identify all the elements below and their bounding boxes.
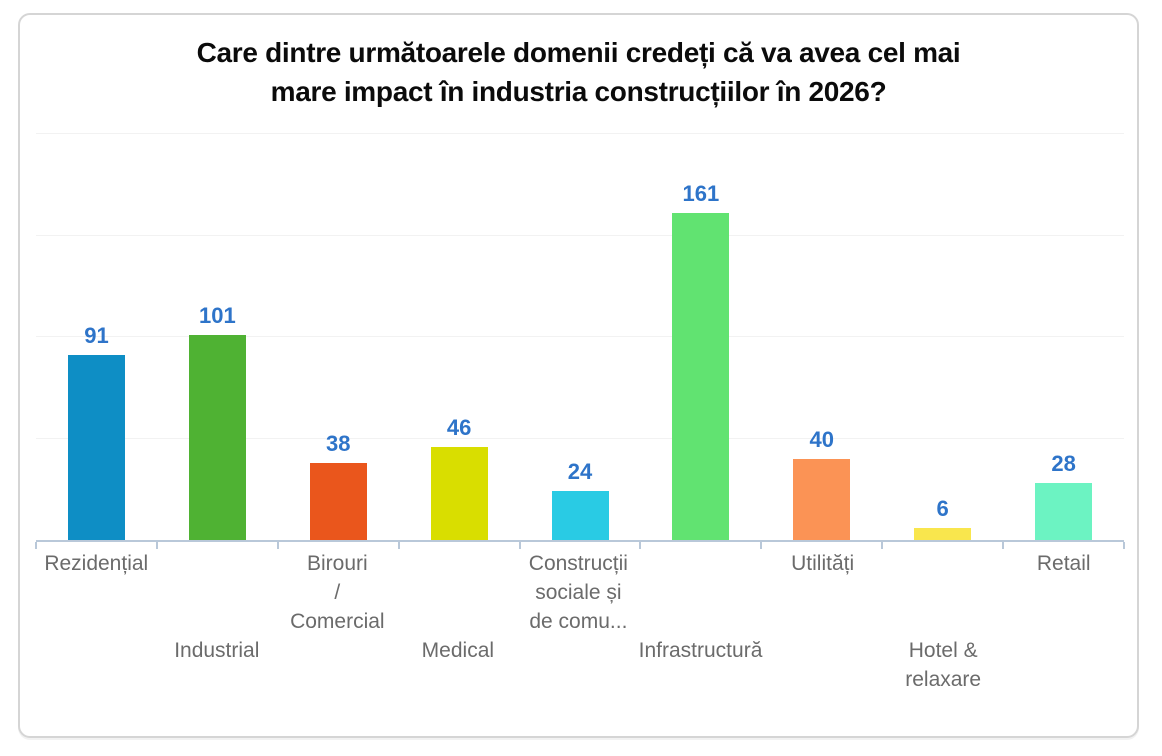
- axis-tick: [276, 542, 279, 549]
- bar-slot-9: 28: [1003, 134, 1124, 540]
- bar-value-label: 38: [325, 431, 351, 456]
- bar-value-label: 6: [936, 496, 949, 521]
- bar-slot-1: 91: [36, 134, 157, 540]
- x-axis-label-line: Industrial: [174, 639, 260, 662]
- x-axis-label-line: Hotel &: [908, 639, 978, 662]
- x-axis-label: Utilități: [762, 546, 883, 694]
- plot-area: 91 101 38 46 24 161 40 6 28: [35, 133, 1125, 549]
- bar-value-label: 28: [1051, 451, 1076, 476]
- x-axis-label: Hotel & relaxare: [883, 546, 1004, 694]
- bar-slot-4: 46: [399, 134, 520, 540]
- bar: [914, 528, 972, 540]
- x-axis-label-line: Construcții: [528, 552, 628, 575]
- bar-slot-2: 101: [157, 134, 278, 540]
- x-axis-label: Retail: [1003, 546, 1124, 694]
- bar-slot-5: 24: [520, 134, 641, 540]
- bar: [793, 459, 851, 540]
- gridline-200: [36, 133, 1124, 134]
- bars-container: 91 101 38 46 24 161 40 6 28: [36, 134, 1124, 540]
- chart-title-line-2: mare impact în industria construcțiilor …: [270, 76, 887, 107]
- bar-value-label: 101: [198, 303, 236, 328]
- axis-tick: [760, 542, 763, 549]
- bar-slot-7: 40: [761, 134, 882, 540]
- x-axis-label-line: de comu...: [529, 610, 628, 633]
- axis-tick: [518, 542, 521, 549]
- x-axis-label-line: sociale și: [535, 581, 622, 604]
- bar-slot-6: 161: [640, 134, 761, 540]
- x-axis-label-line: Infrastructură: [638, 639, 763, 662]
- axis-tick: [397, 542, 400, 549]
- x-axis-label: Industrial: [157, 546, 278, 694]
- axis-tick: [155, 542, 158, 549]
- bar: [672, 213, 730, 540]
- x-axis-label: Medical: [398, 546, 519, 694]
- x-axis-label-line: relaxare: [905, 668, 982, 691]
- axis-tick: [1002, 542, 1005, 549]
- bar: [430, 447, 488, 540]
- x-axis-label-line: Rezidențial: [44, 552, 149, 575]
- x-axis-label-line: Birouri: [306, 552, 368, 575]
- chart-title: Care dintre următoarele domenii credeți …: [59, 33, 1099, 111]
- bar-value-label: 40: [809, 427, 835, 452]
- bar-value-label: 91: [84, 323, 109, 348]
- bar-slot-3: 38: [278, 134, 399, 540]
- axis-tick: [1123, 542, 1125, 549]
- x-axis-label-line: /: [334, 581, 341, 604]
- x-axis-label: Rezidențial: [36, 546, 157, 694]
- gridline-100: [36, 336, 1124, 337]
- x-axis-labels: Rezidențial Industrial Birouri / Comercial Me…: [36, 546, 1124, 694]
- bar-value-label: 24: [567, 459, 593, 484]
- bar: [67, 355, 125, 540]
- bar-value-label: 46: [446, 415, 472, 440]
- bar-slot-8: 6: [882, 134, 1003, 540]
- x-axis-label-line: Retail: [1036, 552, 1091, 575]
- x-axis-label: Infrastructură: [639, 546, 763, 694]
- bar: [309, 463, 367, 540]
- chart-title-line-1: Care dintre următoarele domenii credeți …: [196, 37, 961, 68]
- bar: [188, 335, 246, 540]
- axis-tick: [639, 542, 642, 549]
- gridline-150: [36, 235, 1124, 236]
- axis-tick: [881, 542, 884, 549]
- x-axis-label: Birouri / Comercial: [277, 546, 398, 694]
- axis-tick: [35, 542, 37, 549]
- x-axis-label-line: Utilități: [791, 552, 855, 575]
- bar-value-label: 161: [682, 181, 720, 206]
- bar: [551, 491, 609, 540]
- gridline-50: [36, 438, 1124, 439]
- x-axis-label-line: Comercial: [290, 610, 385, 633]
- x-axis-label: Construcții sociale și de comu...: [518, 546, 639, 694]
- bar: [1035, 483, 1093, 540]
- x-axis-label-line: Medical: [421, 639, 495, 662]
- chart-card: Care dintre următoarele domenii credeți …: [18, 13, 1139, 738]
